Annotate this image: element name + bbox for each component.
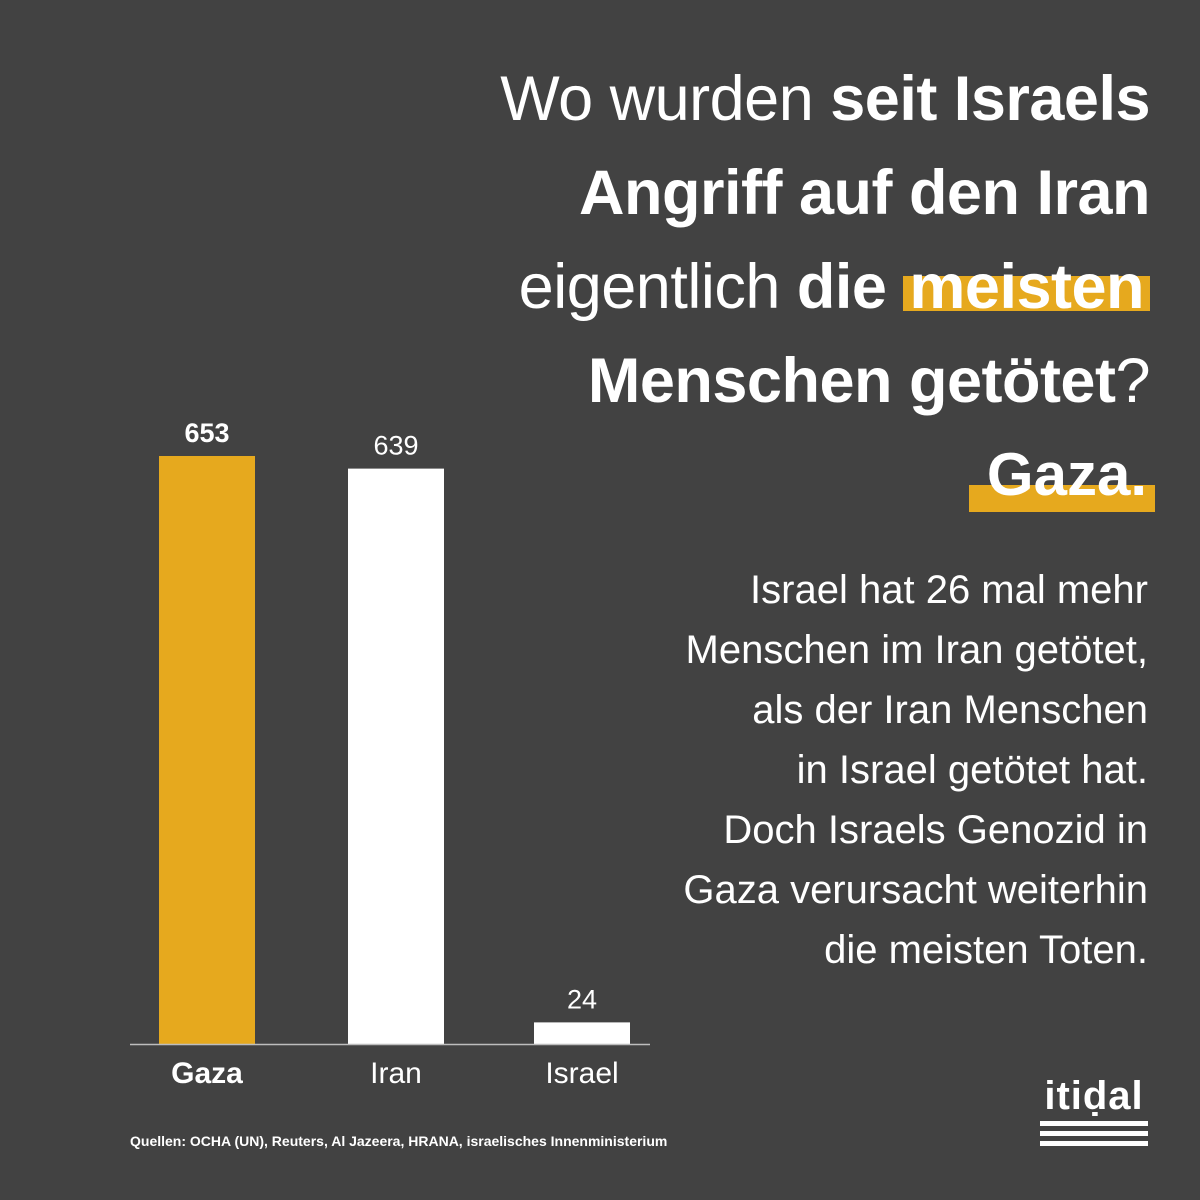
body-line: als der Iran Menschen [752, 688, 1148, 732]
body-text: Israel hat 26 mal mehr Menschen im Iran … [508, 560, 1148, 980]
bar-chart: 653 Gaza 639 Iran 24 Israel [130, 418, 650, 1090]
logo-wordmark: itiḍal [1044, 1074, 1144, 1118]
highlight-word: meisten [903, 252, 1150, 322]
body-line: Gaza verursacht weiterhin [683, 868, 1148, 912]
category-label-gaza: Gaza [171, 1057, 243, 1090]
body-line: Menschen im Iran getötet, [685, 628, 1148, 672]
headline: Wo wurden seit Israels Angriff auf den I… [250, 52, 1150, 428]
value-label-iran: 639 [373, 431, 418, 461]
body-line: in Israel getötet hat. [796, 748, 1148, 792]
itisal-logo: itiḍal [1040, 1076, 1148, 1146]
category-label-iran: Iran [370, 1057, 422, 1090]
value-label-israel: 24 [567, 984, 597, 1014]
value-label-gaza: 653 [184, 418, 229, 448]
bar-israel [534, 1022, 630, 1044]
body-line: Doch Israels Genozid in [723, 808, 1148, 852]
answer: Gaza. [968, 440, 1155, 512]
sources: Quellen: OCHA (UN), Reuters, Al Jazeera,… [130, 1133, 668, 1149]
logo-stripe [1040, 1141, 1148, 1146]
body-line: die meisten Toten. [824, 928, 1148, 972]
headline-line-2: Angriff auf den Iran [579, 158, 1151, 228]
category-label-israel: Israel [545, 1057, 618, 1090]
logo-stripe [1040, 1121, 1148, 1126]
headline-line-1: Wo wurden seit Israels [500, 64, 1150, 134]
headline-line-3: eigentlich die meisten [250, 240, 1150, 334]
logo-stripe [1040, 1131, 1148, 1136]
bar-gaza [159, 456, 255, 1044]
body-line: Israel hat 26 mal mehr [750, 568, 1148, 612]
headline-line-4: Menschen getötet? [587, 346, 1151, 416]
bar-iran [348, 468, 444, 1044]
